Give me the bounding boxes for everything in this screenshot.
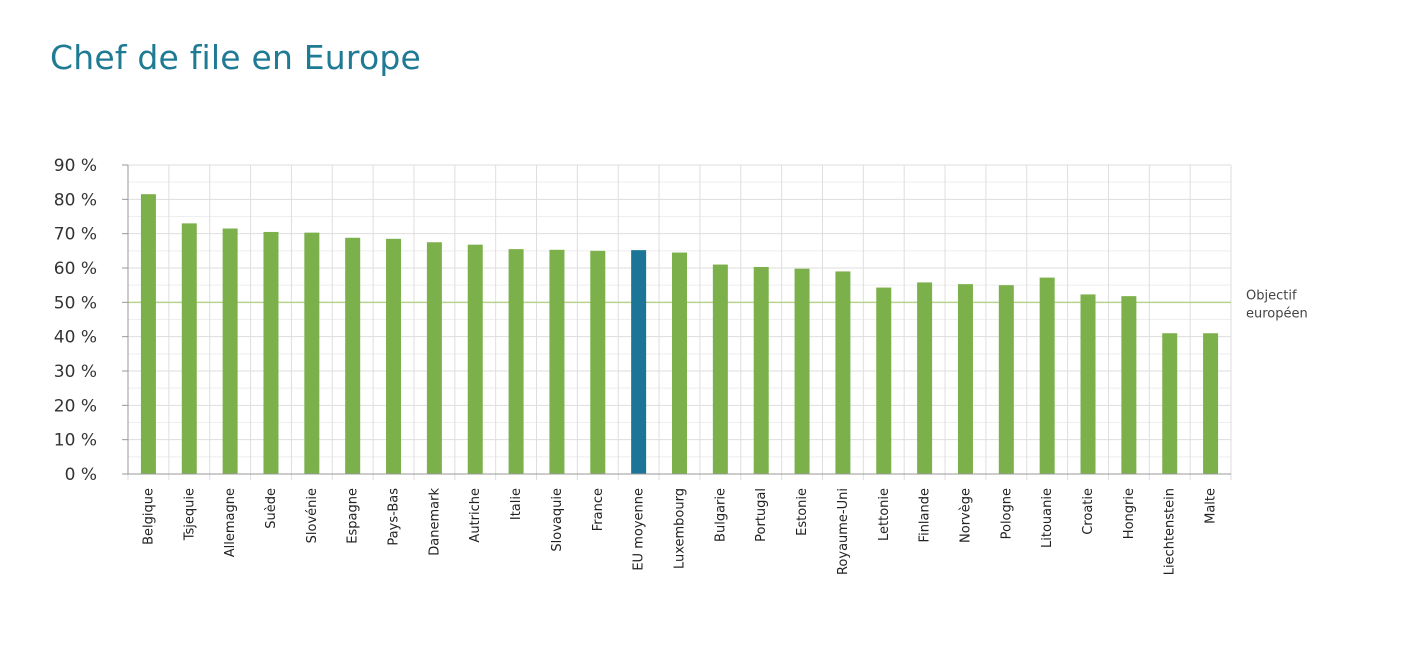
x-tick-label: Estonie xyxy=(795,488,810,536)
x-tick-label: Finlande xyxy=(918,488,933,542)
bar xyxy=(508,249,524,474)
x-tick-label: Espagne xyxy=(346,488,361,544)
x-tick-label: Royaume-Uni xyxy=(836,488,851,575)
bar xyxy=(753,266,769,474)
bar xyxy=(1203,333,1219,474)
bar xyxy=(672,252,687,474)
bar xyxy=(467,244,483,474)
x-tick-label: Luxembourg xyxy=(673,488,688,569)
x-tick-label: Suède xyxy=(264,488,279,529)
y-tick-label: 70 % xyxy=(54,225,97,245)
bar xyxy=(222,228,238,474)
x-tick-label: Allemagne xyxy=(223,488,238,557)
bar xyxy=(794,268,810,474)
target-label: Objectif xyxy=(1246,288,1297,303)
bar-highlight xyxy=(631,250,647,474)
x-tick-label: Belgique xyxy=(141,488,156,545)
bar xyxy=(1080,294,1096,474)
x-tick-label: Slovénie xyxy=(305,488,320,543)
bar xyxy=(712,264,728,474)
bar xyxy=(304,232,320,474)
x-tick-label: Hongrie xyxy=(1122,488,1137,539)
x-tick-label: Norvège xyxy=(958,488,973,543)
axes xyxy=(122,164,1231,475)
bar xyxy=(957,284,973,474)
x-tick-label: Litouanie xyxy=(1040,488,1055,548)
bar xyxy=(386,238,402,474)
y-tick-label: 10 % xyxy=(54,431,97,451)
x-tick-label: Bulgarie xyxy=(713,488,728,542)
bar xyxy=(590,250,606,474)
bar xyxy=(876,287,892,474)
x-tick-label: Liechtenstein xyxy=(1163,488,1178,575)
bar xyxy=(998,285,1014,474)
y-tick-label: 50 % xyxy=(54,293,97,313)
bar xyxy=(835,271,851,474)
bar xyxy=(263,231,279,474)
bar xyxy=(1162,333,1178,474)
x-tick-label: Slovaquie xyxy=(550,488,565,552)
y-tick-label: 60 % xyxy=(54,259,97,279)
bar xyxy=(917,282,933,474)
y-tick-label: 0 % xyxy=(65,465,97,485)
x-tick-label: Italie xyxy=(509,488,524,520)
x-tick-label: Pays-Bas xyxy=(387,488,402,546)
x-tick-label: France xyxy=(591,488,606,531)
x-tick-label: Tsjequie xyxy=(182,488,197,541)
bar xyxy=(549,249,565,474)
x-tick-label: Portugal xyxy=(754,488,769,542)
x-tick-label: EU moyenne xyxy=(632,488,647,571)
y-tick-label: 20 % xyxy=(54,396,97,416)
x-tick-label: Lettonie xyxy=(877,488,892,541)
target-label: européen xyxy=(1246,306,1308,321)
page-title: Chef de file en Europe xyxy=(50,38,422,77)
bar xyxy=(181,223,197,474)
bar xyxy=(1039,277,1055,474)
bars xyxy=(140,194,1219,474)
bar xyxy=(140,194,156,474)
x-tick-label: Autriche xyxy=(468,488,483,543)
y-tick-label: 90 % xyxy=(54,156,97,176)
y-tick-label: 30 % xyxy=(54,362,97,382)
y-tick-label: 40 % xyxy=(54,328,97,348)
x-tick-label: Malte xyxy=(1204,488,1219,524)
bar xyxy=(345,237,361,474)
bar xyxy=(426,242,442,474)
bar xyxy=(1121,296,1137,474)
labels: 0 % 10 % 20 % 30 % 40 % 50 % 60 % 70 % 80 % 90 % B… xyxy=(54,156,1308,575)
x-tick-label: Croatie xyxy=(1081,488,1096,535)
x-tick-label: Pologne xyxy=(999,488,1014,539)
y-tick-label: 80 % xyxy=(54,190,97,210)
x-tick-label: Danemark xyxy=(427,488,442,556)
